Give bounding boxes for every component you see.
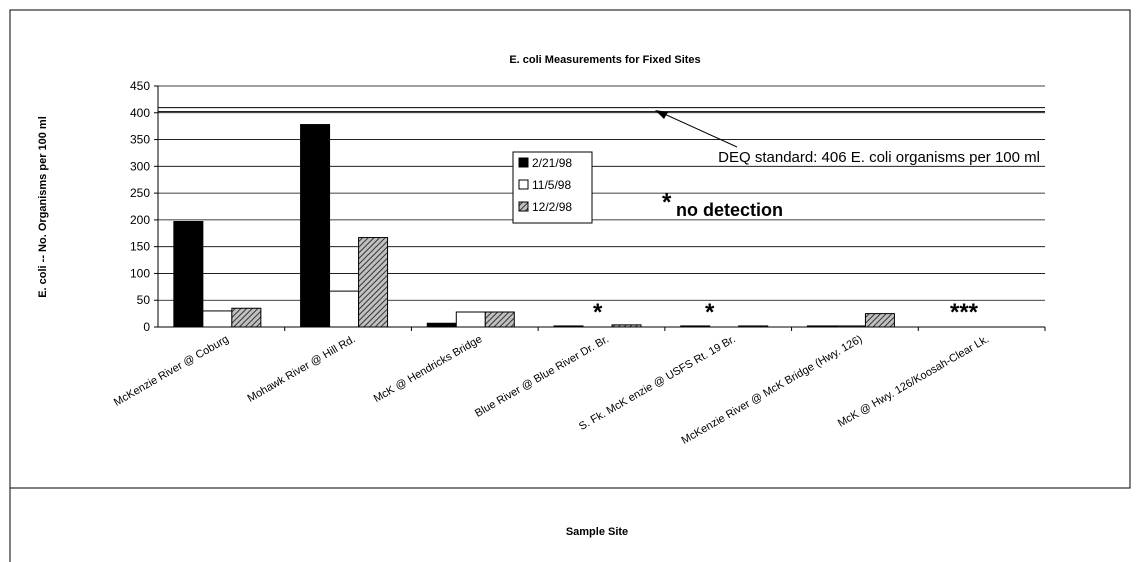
bar [864, 313, 895, 328]
legend-swatch [518, 157, 529, 168]
annotation: no detection [676, 200, 783, 220]
arrow-line [659, 111, 738, 148]
x-tick-label: McK @ Hendricks Bridge [372, 333, 485, 405]
bar [300, 124, 331, 328]
y-tick-label: 400 [130, 106, 150, 120]
y-tick-label: 0 [143, 320, 150, 334]
bar [202, 310, 233, 328]
y-tick-label: 450 [130, 79, 150, 93]
legend-label: 11/5/98 [532, 178, 571, 192]
bar [806, 325, 837, 328]
y-tick-label: 100 [130, 266, 150, 280]
bar [455, 311, 486, 328]
y-tick-label: 50 [137, 293, 151, 307]
legend-label: 12/2/98 [532, 200, 572, 214]
x-tick-label: McK @ Hwy. 126/Koosah-Clear Lk. [836, 333, 991, 430]
bar [329, 290, 360, 328]
annotation: * [662, 189, 672, 216]
y-axis-label: E. coli -- No. Organisms per 100 ml [37, 116, 49, 298]
arrow-head [655, 110, 668, 119]
bar [426, 322, 457, 328]
x-axis-label: Sample Site [566, 526, 628, 538]
bar [231, 307, 262, 328]
annotation: * [593, 299, 603, 326]
y-tick-label: 300 [130, 159, 150, 173]
y-tick-label: 200 [130, 213, 150, 227]
reference-label: DEQ standard: 406 E. coli organisms per … [718, 149, 1040, 166]
y-tick-label: 150 [130, 240, 150, 254]
bar [835, 325, 866, 328]
chart-frame [9, 9, 1131, 489]
bar [738, 325, 769, 328]
chart-title: E. coli Measurements for Fixed Sites [509, 54, 700, 66]
legend-label: 2/21/98 [532, 156, 572, 170]
legend-swatch [518, 201, 529, 212]
annotation: * [705, 299, 715, 326]
legend-swatch [518, 179, 529, 190]
annotation: *** [950, 299, 979, 326]
x-tick-label: Mohawk River @ Hill Rd. [246, 333, 358, 405]
bar [358, 237, 389, 328]
x-tick-label: McKenzie River @ Coburg [112, 333, 231, 409]
bar [484, 311, 515, 328]
bar [680, 325, 711, 328]
x-tick-label: Blue River @ Blue River Dr. Br. [473, 333, 611, 420]
bar [611, 324, 642, 328]
y-tick-label: 250 [130, 186, 150, 200]
bar [173, 220, 204, 328]
bar [553, 325, 584, 328]
y-tick-label: 350 [130, 133, 150, 147]
